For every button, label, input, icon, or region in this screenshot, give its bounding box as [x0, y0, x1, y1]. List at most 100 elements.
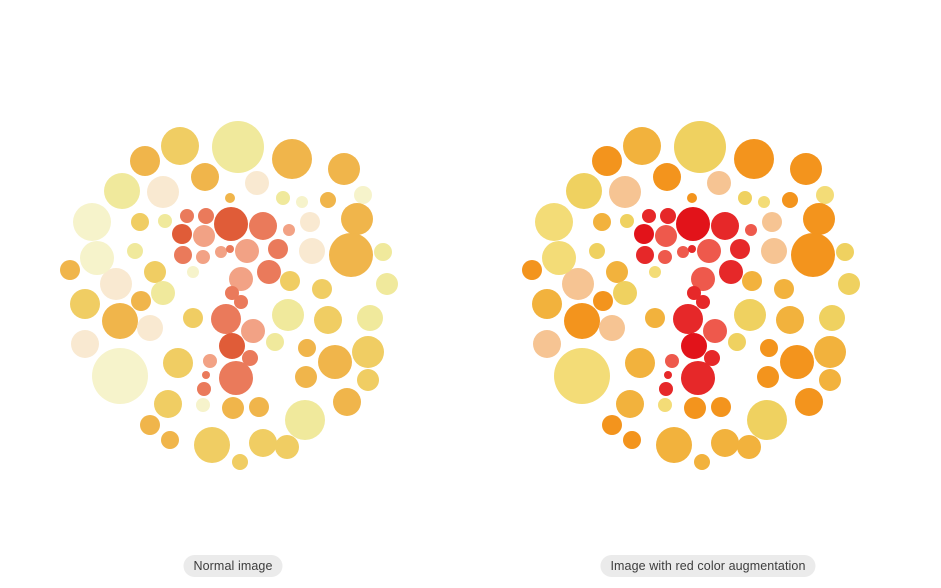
ishihara-dot	[819, 305, 845, 331]
ishihara-dot	[634, 224, 654, 244]
ishihara-dot	[300, 212, 320, 232]
ishihara-dot	[703, 319, 727, 343]
ishihara-dot	[533, 330, 561, 358]
ishihara-dot	[704, 350, 720, 366]
ishihara-dot	[688, 245, 696, 253]
ishihara-dot	[249, 397, 269, 417]
ishihara-dot	[734, 299, 766, 331]
ishihara-dot	[80, 241, 114, 275]
ishihara-dot	[745, 224, 757, 236]
ishihara-dot	[691, 267, 715, 291]
ishihara-dot	[636, 246, 654, 264]
ishihara-dot	[329, 233, 373, 277]
ishihara-dot	[711, 212, 739, 240]
ishihara-dot	[158, 214, 172, 228]
ishihara-dot	[676, 207, 710, 241]
ishihara-dot	[673, 304, 703, 334]
ishihara-dot	[711, 397, 731, 417]
ishihara-dot	[684, 397, 706, 419]
ishihara-dot	[609, 176, 641, 208]
ishihara-dot	[816, 186, 834, 204]
ishihara-dot	[658, 250, 672, 264]
ishihara-dot	[791, 233, 835, 277]
ishihara-dot	[623, 127, 661, 165]
ishihara-dot	[376, 273, 398, 295]
ishihara-dot	[215, 246, 227, 258]
ishihara-dot	[229, 267, 253, 291]
ishihara-dot	[144, 261, 166, 283]
caption-normal-image: Normal image	[183, 555, 283, 577]
ishihara-dot	[681, 333, 707, 359]
ishihara-dot	[249, 429, 277, 457]
ishihara-dot	[225, 286, 239, 300]
ishihara-dot	[625, 348, 655, 378]
ishihara-dot	[747, 400, 787, 440]
ishihara-dot	[172, 224, 192, 244]
ishihara-dot	[203, 354, 217, 368]
ishihara-dot	[161, 127, 199, 165]
ishihara-dot	[127, 243, 143, 259]
ishihara-dot	[320, 192, 336, 208]
ishihara-dot	[71, 330, 99, 358]
ishihara-dot	[532, 289, 562, 319]
ishihara-dot	[298, 339, 316, 357]
ishihara-dot	[131, 213, 149, 231]
ishihara-dot	[314, 306, 342, 334]
ishihara-dot	[687, 193, 697, 203]
ishihara-dot	[222, 397, 244, 419]
ishihara-dot	[202, 371, 210, 379]
ishihara-dot	[677, 246, 689, 258]
ishihara-dot	[674, 121, 726, 173]
ishihara-dot	[180, 209, 194, 223]
plate-normal	[60, 121, 398, 470]
ishihara-dot	[219, 333, 245, 359]
ishihara-dot	[212, 121, 264, 173]
ishihara-dot	[225, 193, 235, 203]
ishihara-dot	[333, 388, 361, 416]
ishihara-dot	[742, 271, 762, 291]
ishihara-dot	[522, 260, 542, 280]
ishihara-dot	[131, 291, 151, 311]
ishihara-dot	[187, 266, 199, 278]
ishihara-dot	[328, 153, 360, 185]
ishihara-dot	[589, 243, 605, 259]
ishihara-dot	[354, 186, 372, 204]
ishihara-dot	[211, 304, 241, 334]
ishihara-dot	[196, 250, 210, 264]
ishihara-dot	[819, 369, 841, 391]
ishihara-dot	[183, 308, 203, 328]
ishihara-dot	[645, 308, 665, 328]
ishihara-dot	[762, 212, 782, 232]
ishihara-dot	[154, 390, 182, 418]
ishihara-dot	[593, 213, 611, 231]
ishihara-dot	[592, 146, 622, 176]
ishihara-dot	[602, 415, 622, 435]
ishihara-dot	[697, 239, 721, 263]
ishihara-dot	[562, 268, 594, 300]
ishihara-dot	[616, 390, 644, 418]
ishihara-dot	[761, 238, 787, 264]
ishihara-dot	[782, 192, 798, 208]
ishihara-dot	[719, 260, 743, 284]
ishihara-dot	[102, 303, 138, 339]
ishihara-dot	[790, 153, 822, 185]
ishihara-dot	[803, 203, 835, 235]
ishihara-dot	[649, 266, 661, 278]
ishihara-dot	[193, 225, 215, 247]
ishihara-dot	[613, 281, 637, 305]
ishihara-dot	[620, 214, 634, 228]
ishihara-dot	[780, 345, 814, 379]
ishihara-dot	[318, 345, 352, 379]
ishihara-dot	[104, 173, 140, 209]
ishihara-dot	[276, 191, 290, 205]
ishihara-dot	[564, 303, 600, 339]
caption-red-augmented-image: Image with red color augmentation	[600, 555, 816, 577]
ishihara-dot	[312, 279, 332, 299]
ishihara-dot	[268, 239, 288, 259]
ishihara-dot	[174, 246, 192, 264]
ishihara-dot	[623, 431, 641, 449]
ishihara-dot	[283, 224, 295, 236]
ishihara-dot	[728, 333, 746, 351]
ishihara-dot	[694, 454, 710, 470]
